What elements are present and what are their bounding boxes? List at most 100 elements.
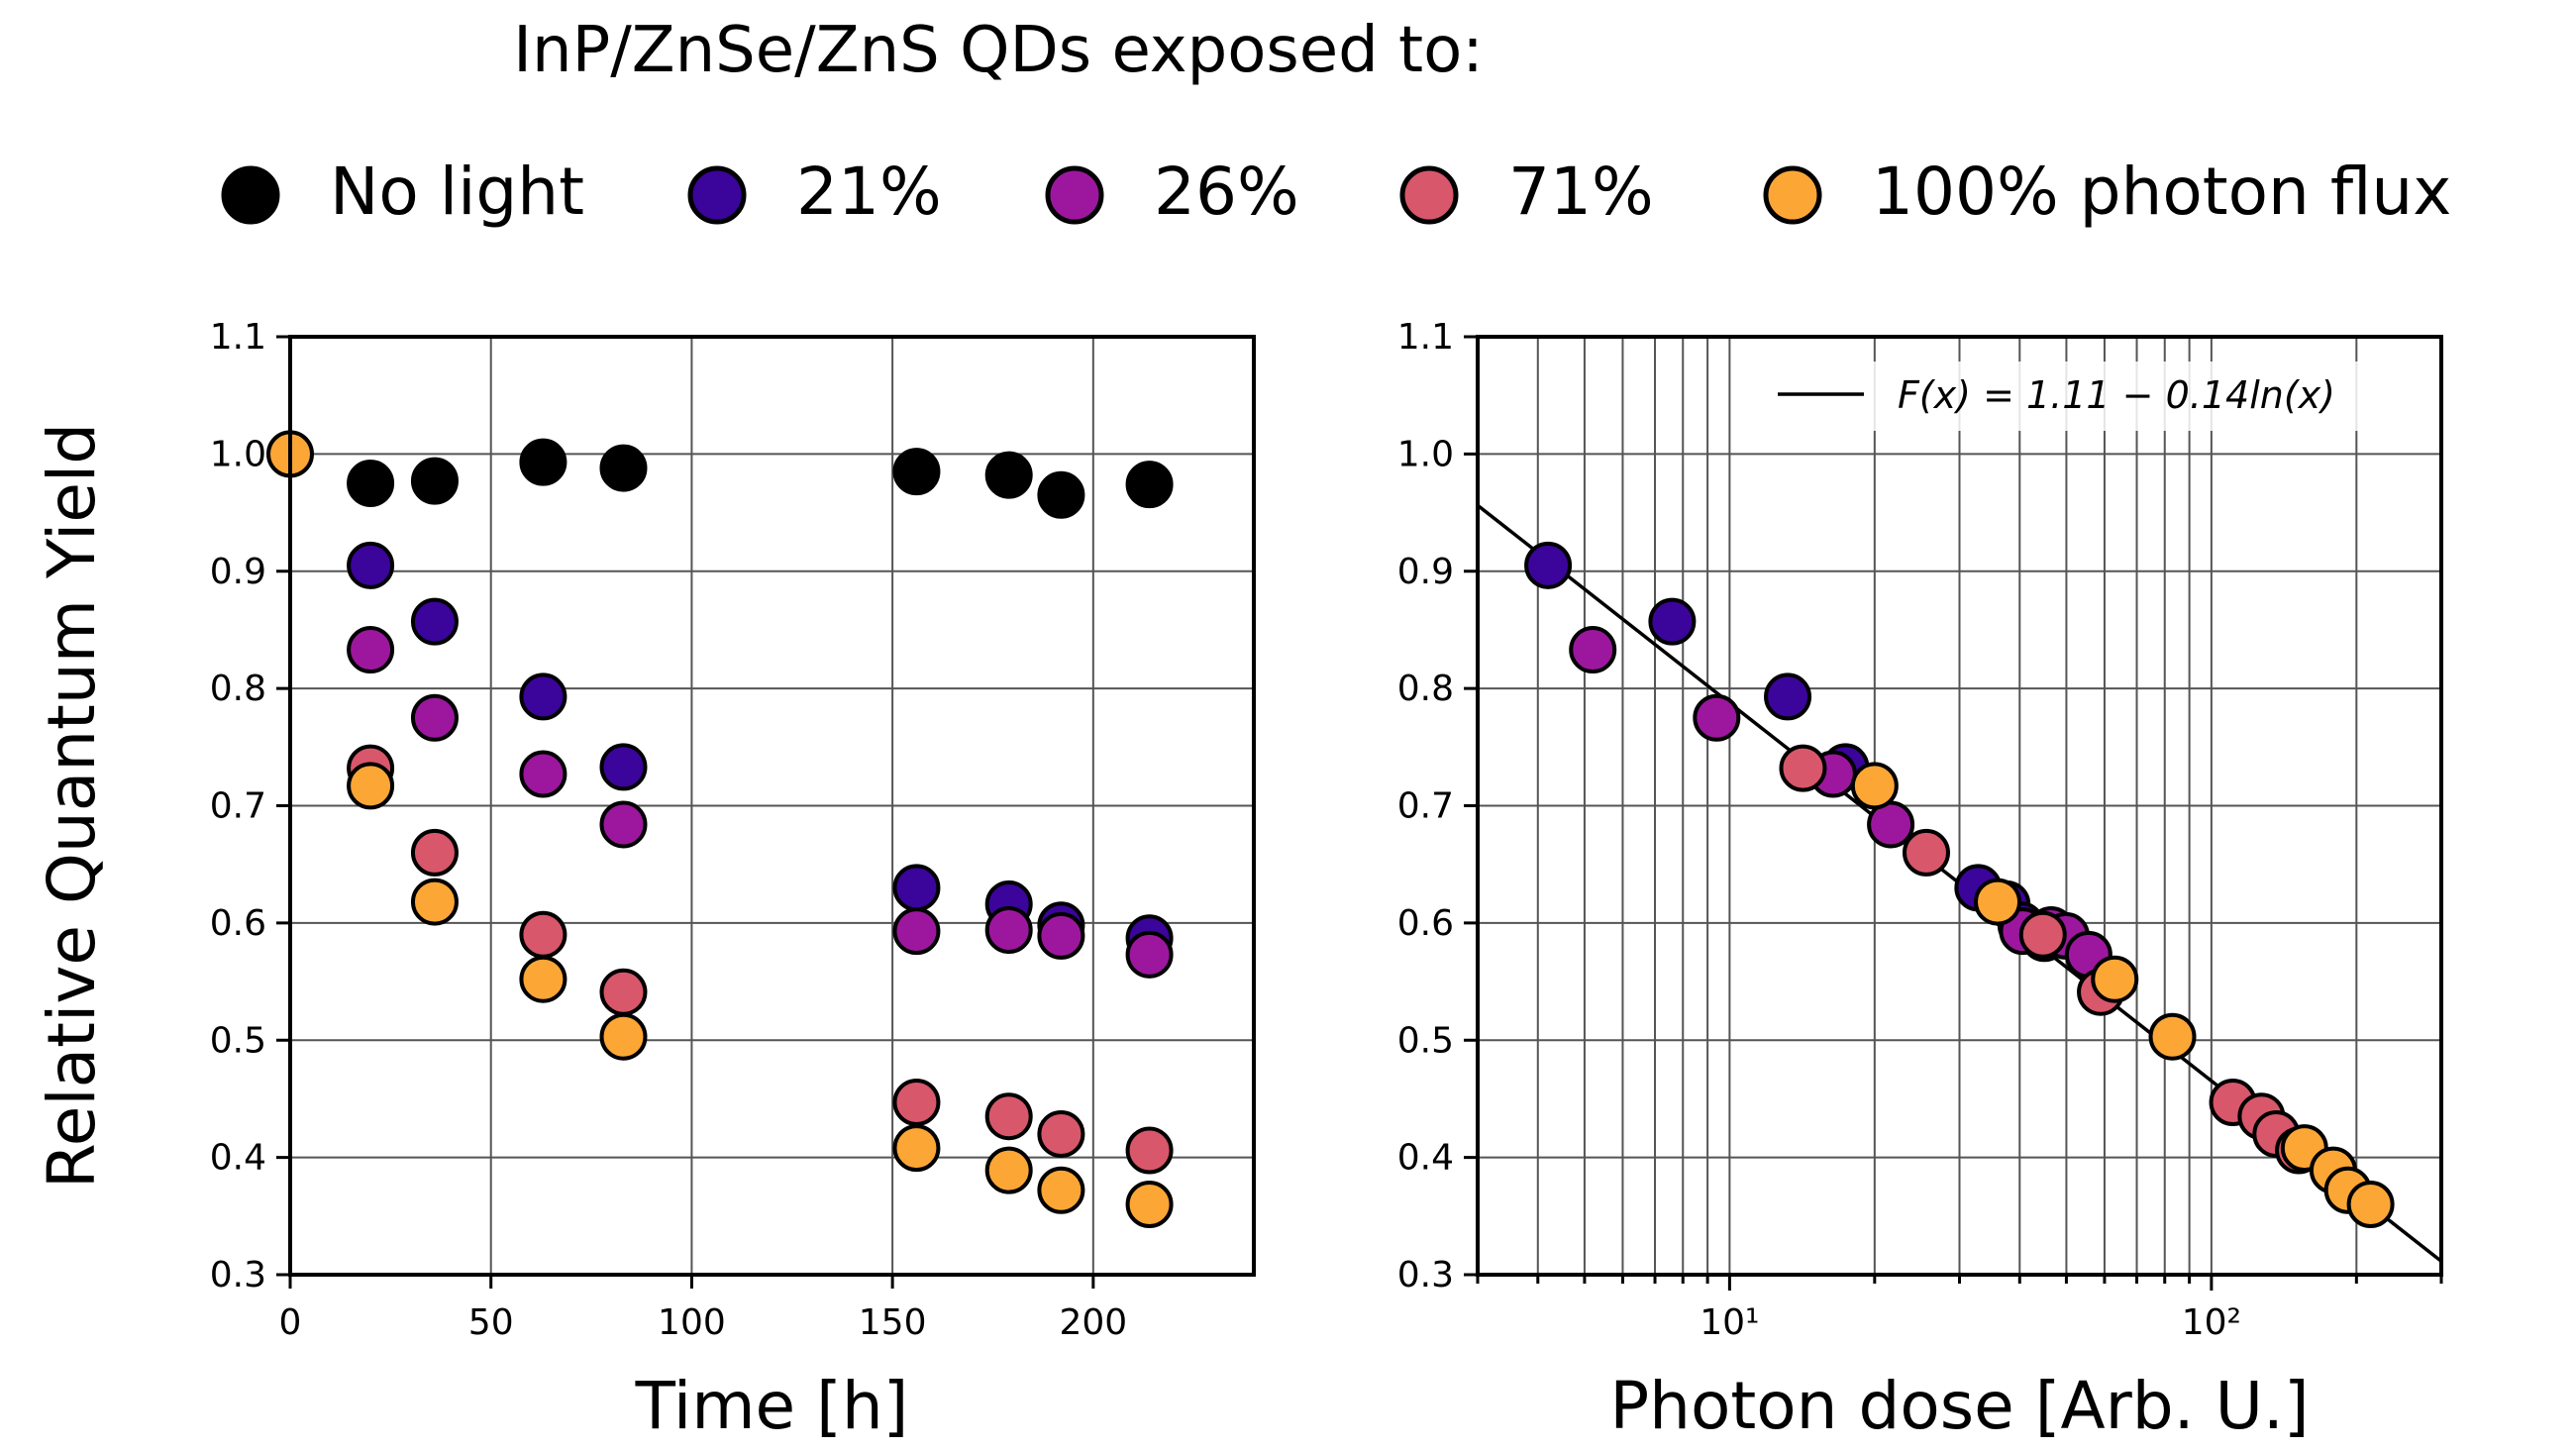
series-100-photon-flux [266, 430, 1174, 1228]
data-point [347, 541, 395, 589]
data-point [1037, 470, 1085, 519]
series-26- [347, 626, 1174, 979]
data-point [1764, 673, 1812, 721]
data-point [1648, 597, 1697, 646]
data-point [2346, 1180, 2395, 1228]
data-point [1974, 878, 2022, 926]
data-point [1693, 693, 1741, 742]
data-point [599, 968, 648, 1016]
data-point [347, 762, 395, 810]
data-point [519, 955, 567, 1003]
x-axis-label: Photon dose [Arb. U.] [1609, 1368, 2309, 1444]
legend-label: 21% [796, 154, 942, 230]
data-point [892, 448, 941, 496]
legend-label: 71% [1508, 154, 1654, 230]
data-point [1125, 1180, 1174, 1228]
series-71- [347, 744, 1174, 1175]
legend-marker [221, 165, 280, 225]
y-tick-label: 0.5 [210, 1020, 266, 1061]
data-point [410, 693, 459, 742]
figure-title: InP/ZnSe/ZnS QDs exposed to: [513, 14, 1484, 87]
data-point [1779, 744, 1827, 792]
series-no-light [347, 438, 1174, 519]
data-point [410, 828, 459, 877]
data-point [984, 1146, 1033, 1194]
data-point [1125, 1126, 1174, 1175]
y-tick-label: 0.3 [1397, 1255, 1454, 1295]
plot-frame [288, 335, 1256, 1277]
data-point [519, 750, 567, 798]
y-tick-label: 0.4 [1397, 1138, 1454, 1179]
data-point [2091, 955, 2139, 1003]
y-tick-label: 0.5 [1397, 1020, 1454, 1061]
legend-marker [1045, 165, 1104, 225]
data-point [1037, 1109, 1085, 1158]
data-point [984, 1092, 1033, 1141]
data-point [410, 457, 459, 505]
y-tick-label: 0.6 [1397, 903, 1454, 944]
y-tick-label: 0.7 [1397, 786, 1454, 827]
data-point [519, 673, 567, 721]
data-point [1850, 762, 1899, 810]
y-tick-label: 0.6 [210, 903, 266, 944]
y-tick-label: 1.0 [210, 434, 266, 474]
data-point [892, 1124, 941, 1173]
data-point [410, 597, 459, 646]
y-tick-label: 1.1 [1397, 317, 1454, 358]
x-tick-label: 10² [2182, 1302, 2241, 1343]
data-point [1037, 911, 1085, 960]
legend-label: 26% [1154, 154, 1299, 230]
data-point [1037, 1166, 1085, 1214]
y-tick-label: 0.8 [1397, 669, 1454, 709]
y-tick-label: 0.8 [210, 669, 266, 709]
y-tick-label: 1.0 [1397, 434, 1454, 474]
data-point [410, 878, 459, 926]
fit-legend-label: F(x) = 1.11 − 0.14ln(x) [1898, 373, 2335, 417]
data-point [984, 905, 1033, 954]
legend-marker [1763, 165, 1822, 225]
data-point [2018, 910, 2067, 959]
x-tick-label: 0 [279, 1302, 302, 1343]
time-panel: 0.3 0.4 0.5 0.6 0.7 0.8 0.9 1.0 1.1 0 50 100 150 200 T… [34, 317, 1256, 1444]
data-point [1524, 541, 1573, 589]
x-tick-label: 50 [468, 1302, 514, 1343]
legend-marker [687, 165, 747, 225]
y-tick-label: 1.1 [210, 317, 266, 358]
legend-label: No light [330, 154, 584, 230]
x-tick-label: 100 [658, 1302, 726, 1343]
fit-legend-box [1773, 362, 2426, 431]
data-point [892, 907, 941, 956]
x-axis-label: Time [h] [635, 1368, 909, 1444]
x-tick-label: 200 [1059, 1302, 1127, 1343]
data-point [1902, 828, 1950, 877]
data-point [1125, 461, 1174, 509]
y-tick-label: 0.9 [210, 552, 266, 592]
data-point [984, 451, 1033, 499]
x-tick-label: 10¹ [1700, 1302, 1759, 1343]
y-tick-label: 0.3 [210, 1255, 266, 1295]
data-point [599, 800, 648, 849]
series-100-photon-flux [1850, 762, 2395, 1228]
legend-marker [1399, 165, 1459, 225]
data-point [1125, 930, 1174, 979]
data-point [892, 1078, 941, 1126]
dose-panel: 0.3 0.4 0.5 0.6 0.7 0.8 0.9 1.0 1.1 10¹ 10² F(x) = … [1397, 317, 2443, 1444]
data-point [599, 743, 648, 791]
x-tick-label: 150 [859, 1302, 927, 1343]
data-point [599, 444, 648, 492]
data-point [2148, 1012, 2197, 1061]
data-point [1569, 626, 1617, 674]
y-axis-label: Relative Quantum Yield [34, 423, 110, 1189]
plot-frame [1476, 335, 2443, 1277]
data-point [599, 1012, 648, 1061]
y-tick-label: 0.7 [210, 786, 266, 827]
y-tick-label: 0.9 [1397, 552, 1454, 592]
data-point [519, 910, 567, 959]
data-point [347, 626, 395, 674]
data-point [347, 459, 395, 507]
data-point [892, 864, 941, 912]
y-tick-label: 0.4 [210, 1138, 266, 1179]
legend: No light 21% 26% 71% 100% photon flux [221, 154, 2451, 230]
data-point [519, 438, 567, 486]
